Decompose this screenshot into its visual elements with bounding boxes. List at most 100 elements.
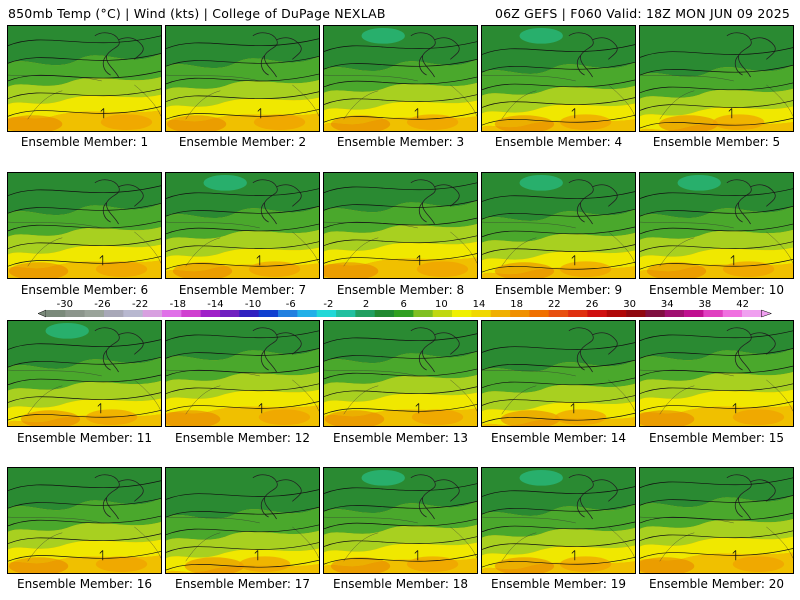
colorbar-swatch [84,310,105,317]
temperature-field [640,173,793,278]
ensemble-member-map [323,172,478,279]
colorbar-swatch [220,310,240,317]
ensemble-member-map [481,320,636,427]
temperature-field [324,321,477,426]
colorbar-swatch [432,310,453,317]
ensemble-member-map [481,25,636,132]
colorbar-tick-label: 18 [510,299,523,310]
temperature-field [166,468,319,573]
colorbar-tick-label: -6 [286,299,296,310]
colorbar-swatch [142,310,163,317]
ensemble-member-map [7,172,162,279]
temperature-field [640,26,793,131]
member-caption: Ensemble Member: 17 [175,577,310,591]
colorbar-swatch [374,310,395,317]
colorbar-left-arrow [37,309,47,318]
temperature-field [8,468,161,573]
ensemble-member-map [639,320,794,427]
colorbar-tick-label: -22 [132,299,148,310]
colorbar-swatch [684,310,704,317]
temperature-field [482,468,635,573]
colorbar-tick-label: 26 [586,299,599,310]
member-caption: Ensemble Member: 2 [178,135,307,149]
temperature-field [640,468,793,573]
ensemble-member-map [165,467,320,574]
ensemble-member-map [7,25,162,132]
member-caption: Ensemble Member: 9 [494,283,623,297]
colorbar-swatch [104,310,124,317]
colorbar-swatch [568,310,588,317]
colorbar-tick-label: 2 [363,299,369,310]
ensemble-member-map [165,320,320,427]
colorbar-swatch [181,310,201,317]
member-caption: Ensemble Member: 6 [20,283,149,297]
colorbar-swatch [123,310,143,317]
colorbar-swatch [471,310,492,317]
temperature-field [166,173,319,278]
temperature-field [8,321,161,426]
temperature-field [482,26,635,131]
colorbar-swatch [46,310,66,317]
colorbar-swatch [355,310,375,317]
colorbar-swatch [452,310,472,317]
temperature-field [8,173,161,278]
colorbar-tick-label: -26 [94,299,110,310]
temperature-field [482,321,635,426]
colorbar-swatch [490,310,511,317]
colorbar-tick-label: -14 [207,299,223,310]
member-caption: Ensemble Member: 11 [17,431,152,445]
colorbar-swatch [413,310,434,317]
member-caption: Ensemble Member: 4 [494,135,623,149]
ensemble-member-map [323,320,478,427]
valid-time: 06Z GEFS | F060 Valid: 18Z MON JUN 09 20… [494,6,790,21]
colorbar-tick-label: 6 [401,299,407,310]
colorbar-swatch [394,310,414,317]
member-caption: Ensemble Member: 5 [652,135,781,149]
member-caption: Ensemble Member: 12 [175,431,310,445]
colorbar-swatch [297,310,317,317]
colorbar-tick-label: 14 [473,299,486,310]
member-caption: Ensemble Member: 20 [649,577,784,591]
colorbar-swatch [162,310,182,317]
colorbar-swatch [336,310,356,317]
colorbar-swatch [587,310,608,317]
member-caption: Ensemble Member: 14 [491,431,626,445]
temperature-colorbar: -30 -26 -22 -18 -14 -10 -6 -2 2 6 10 14 18 22 26 30 34 38… [37,299,773,318]
colorbar-tick-label: 22 [548,299,561,310]
colorbar-swatch [626,310,646,317]
ensemble-member-map [481,467,636,574]
colorbar-swatch [239,310,259,317]
temperature-field [166,321,319,426]
member-caption: Ensemble Member: 16 [17,577,152,591]
ensemble-member-map [481,172,636,279]
member-caption: Ensemble Member: 15 [649,431,784,445]
ensemble-member-map [639,25,794,132]
colorbar-tick-label: 30 [623,299,636,310]
member-caption: Ensemble Member: 13 [333,431,468,445]
colorbar-swatch [722,310,743,317]
member-caption: Ensemble Member: 19 [491,577,626,591]
temperature-field [482,173,635,278]
ensemble-member-map [323,25,478,132]
temperature-field [324,173,477,278]
map-title: 850mb Temp (°C) | Wind (kts) | College o… [8,6,386,21]
colorbar-swatch [742,310,762,317]
ensemble-member-map [165,172,320,279]
colorbar-swatch [200,310,221,317]
member-caption: Ensemble Member: 10 [649,283,784,297]
colorbar-swatch [664,310,685,317]
colorbar-swatch [529,310,550,317]
colorbar-tick-label: 42 [736,299,749,310]
member-caption: Ensemble Member: 1 [20,135,149,149]
colorbar-swatch [645,310,666,317]
member-caption: Ensemble Member: 8 [336,283,465,297]
colorbar-swatch [510,310,530,317]
member-caption: Ensemble Member: 3 [336,135,465,149]
colorbar-tick-label: 34 [661,299,674,310]
ensemble-member-map [7,467,162,574]
colorbar-swatch [278,310,298,317]
temperature-field [324,468,477,573]
member-caption: Ensemble Member: 18 [333,577,468,591]
member-caption: Ensemble Member: 7 [178,283,307,297]
ensemble-member-map [323,467,478,574]
